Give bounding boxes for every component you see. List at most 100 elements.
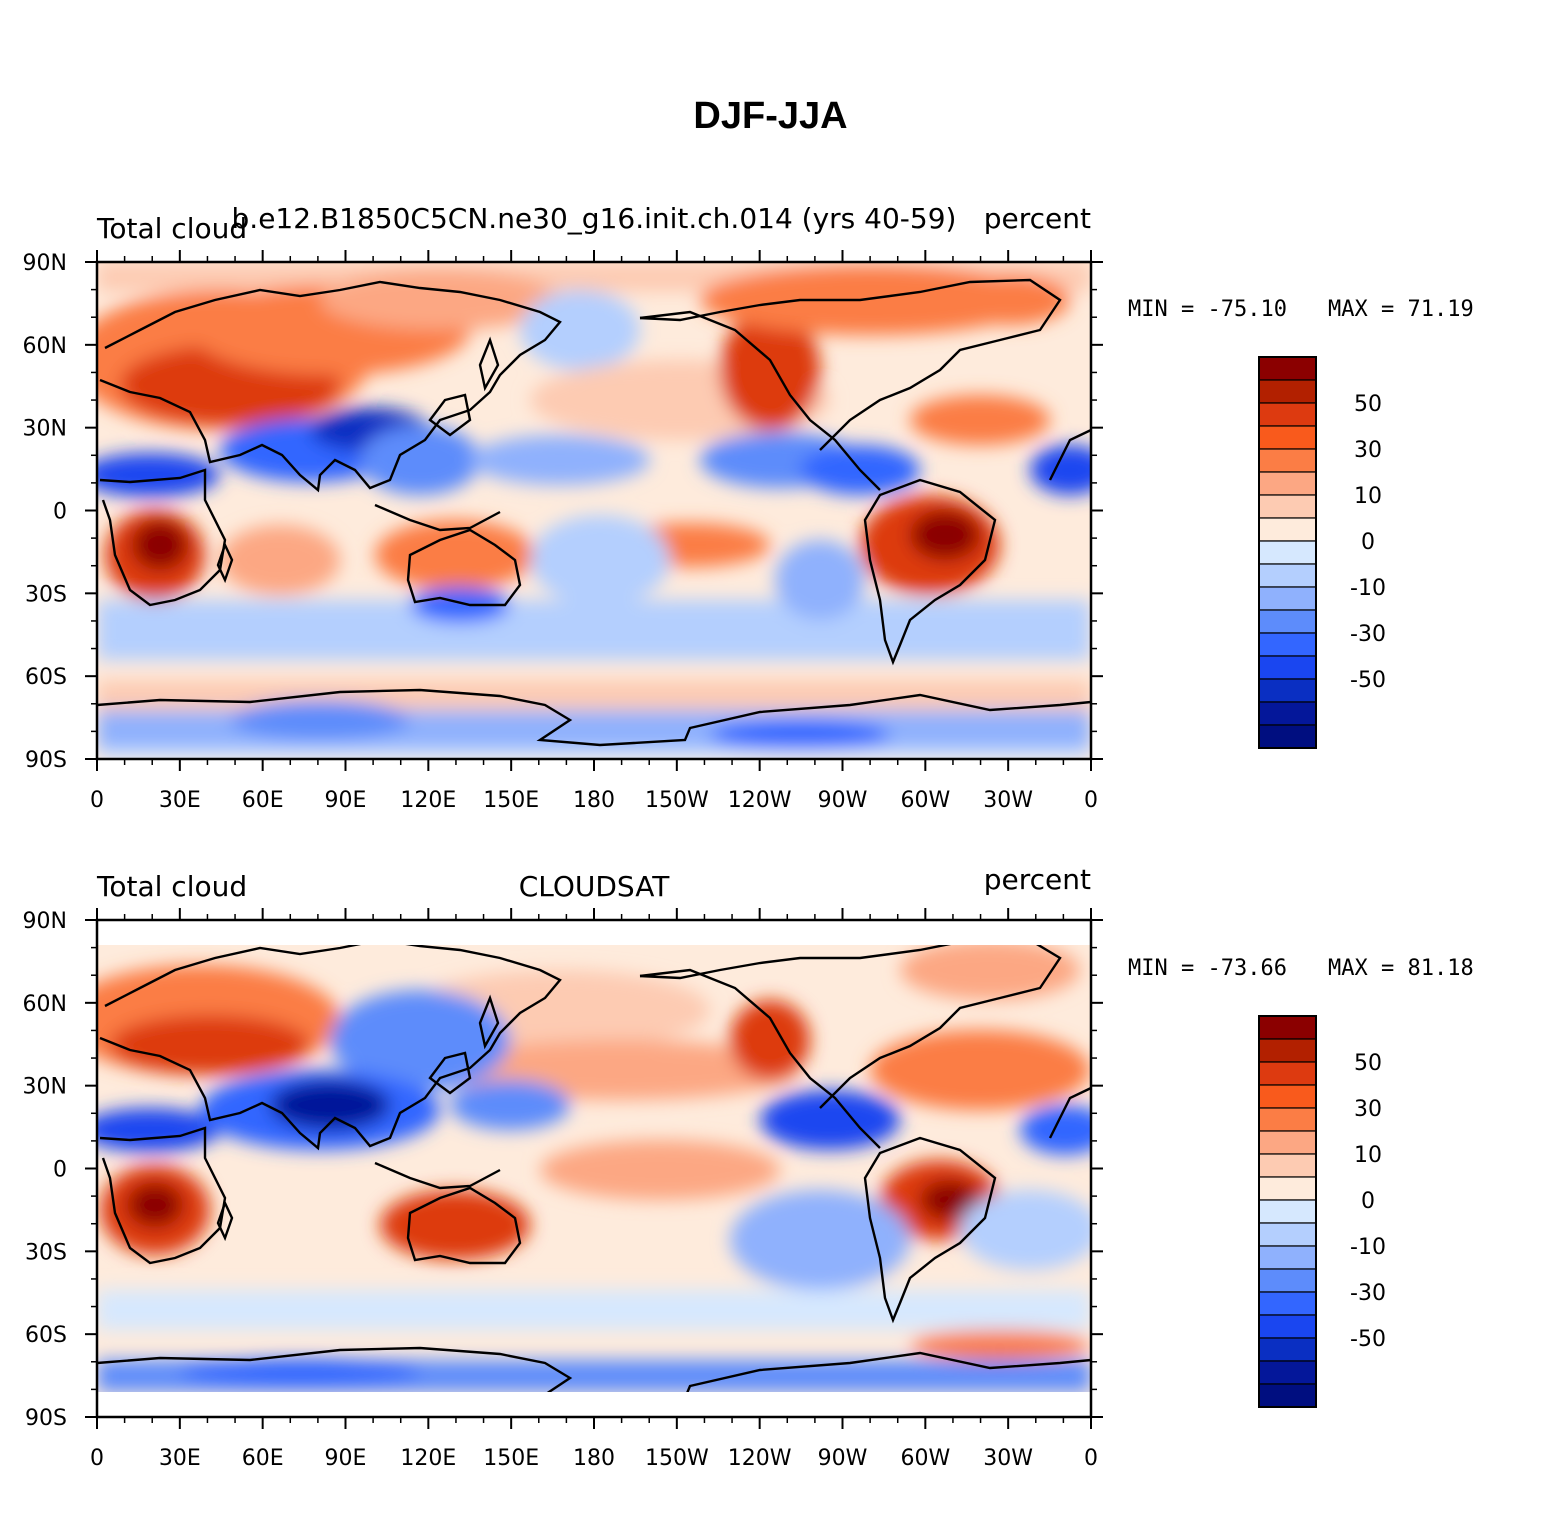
- y-tick-label: 60N: [23, 334, 67, 359]
- colorbar-swatch: [1258, 586, 1317, 611]
- x-tick-label: 120E: [400, 1446, 456, 1471]
- x-tick-label: 30E: [159, 788, 201, 813]
- map-panel-model: Total cloud b.e12.B1850C5CN.ne30_g16.ini…: [23, 202, 1474, 813]
- x-tick-label: 60E: [242, 1446, 284, 1471]
- colorbar-swatch: [1258, 1199, 1317, 1224]
- y-tick-label: 30S: [25, 582, 67, 607]
- colorbar-label: 50: [1354, 1051, 1382, 1076]
- x-tick-label: 150W: [645, 788, 709, 813]
- x-tick-label: 60W: [900, 788, 950, 813]
- x-tick-label: 0: [1084, 1446, 1098, 1471]
- colorbar-frame: [1258, 356, 1317, 749]
- colorbar-swatch: [1258, 402, 1317, 427]
- panel1-coastlines: [97, 278, 1091, 747]
- x-tick-label: 90E: [325, 1446, 367, 1471]
- y-tick-label: 90N: [23, 909, 67, 934]
- panel1-axes: 0 30E 60E 90E 120E 150E 180 150W 120W 90W 60W 30W 09…: [23, 250, 1103, 813]
- y-tick-label: 30S: [25, 1240, 67, 1265]
- x-tick-label: 150W: [645, 1446, 709, 1471]
- x-tick-label: 30W: [983, 1446, 1033, 1471]
- colorbar-swatch: [1258, 1291, 1317, 1316]
- y-tick-label: 60S: [25, 665, 67, 690]
- panel1-max-label: MAX = 71.19: [1328, 297, 1474, 322]
- colorbar-swatch: [1258, 1176, 1317, 1201]
- colorbar-swatch: [1258, 655, 1317, 680]
- panel2-right-label: percent: [984, 863, 1091, 896]
- colorbar-label: 0: [1361, 1189, 1375, 1214]
- panel1-min-label: MIN = -75.10: [1128, 297, 1287, 322]
- colorbar-swatch: [1258, 1245, 1317, 1270]
- colorbar-frame: [1258, 1015, 1317, 1408]
- x-tick-label: 60W: [900, 1446, 950, 1471]
- panel1-left-label: Total cloud: [96, 212, 247, 245]
- x-tick-label: 150E: [483, 788, 539, 813]
- colorbar-swatch: [1258, 494, 1317, 519]
- colorbar-swatch: [1258, 379, 1317, 404]
- colorbar-swatch: [1258, 563, 1317, 588]
- panel1-colorbar: 50 30 10 0 -10 -30 -50: [1258, 356, 1386, 749]
- colorbar-swatch: [1258, 1015, 1317, 1040]
- colorbar-swatch: [1258, 1038, 1317, 1063]
- colorbar-swatch: [1258, 1084, 1317, 1109]
- colorbar-label: 10: [1354, 484, 1382, 509]
- panel2-field: [97, 945, 1091, 1392]
- panel2-center-label: CLOUDSAT: [519, 870, 671, 903]
- x-tick-label: 150E: [483, 1446, 539, 1471]
- y-tick-label: 30N: [23, 1075, 67, 1100]
- colorbar-swatch: [1258, 540, 1317, 565]
- colorbar-swatch: [1258, 701, 1317, 726]
- colorbar-swatch: [1258, 1222, 1317, 1247]
- colorbar-label: 0: [1361, 530, 1375, 555]
- colorbar-label: 50: [1354, 392, 1382, 417]
- panel2-axes: 0 30E 60E 90E 120E 150E 180 150W 120W 90W 60W 30W 09…: [23, 908, 1103, 1471]
- figure-title: DJF-JJA: [693, 95, 848, 137]
- panel1-center-label: b.e12.B1850C5CN.ne30_g16.init.ch.014 (yr…: [232, 202, 957, 235]
- x-tick-label: 30E: [159, 1446, 201, 1471]
- colorbar-label: -50: [1350, 1327, 1386, 1352]
- y-tick-label: 0: [53, 1158, 67, 1183]
- colorbar-swatch: [1258, 678, 1317, 703]
- x-tick-label: 180: [573, 788, 615, 813]
- colorbar-swatch: [1258, 1360, 1317, 1385]
- panel2-min-label: MIN = -73.66: [1128, 956, 1287, 981]
- colorbar-swatch: [1258, 1130, 1317, 1155]
- colorbar-label: -10: [1350, 576, 1386, 601]
- colorbar-swatch: [1258, 1337, 1317, 1362]
- panel2-left-label: Total cloud: [96, 870, 247, 903]
- colorbar-swatch: [1258, 1107, 1317, 1132]
- colorbar-swatch: [1258, 471, 1317, 496]
- x-tick-label: 0: [90, 1446, 104, 1471]
- panel1-right-label: percent: [984, 202, 1091, 235]
- x-tick-label: 120W: [728, 1446, 792, 1471]
- colorbar-label: -10: [1350, 1235, 1386, 1260]
- colorbar-swatch: [1258, 425, 1317, 450]
- panel2-max-label: MAX = 81.18: [1328, 956, 1474, 981]
- colorbar-swatch: [1258, 1383, 1317, 1408]
- y-tick-label: 60N: [23, 992, 67, 1017]
- colorbar-swatch: [1258, 448, 1317, 473]
- colorbar-label: -30: [1350, 1281, 1386, 1306]
- colorbar-label: 30: [1354, 438, 1382, 463]
- panel2-colorbar: 50 30 10 0 -10 -30 -50: [1258, 1015, 1386, 1408]
- x-tick-label: 180: [573, 1446, 615, 1471]
- y-tick-label: 90N: [23, 251, 67, 276]
- y-tick-label: 90S: [25, 1406, 67, 1431]
- y-tick-label: 0: [53, 500, 67, 525]
- colorbar-swatch: [1258, 517, 1317, 542]
- colorbar-label: 30: [1354, 1097, 1382, 1122]
- colorbar-swatch: [1258, 724, 1317, 749]
- x-tick-label: 60E: [242, 788, 284, 813]
- colorbar-swatch: [1258, 632, 1317, 657]
- map-panel-cloudsat: Total cloud CLOUDSAT percent: [23, 863, 1474, 1471]
- colorbar-swatch: [1258, 1153, 1317, 1178]
- x-tick-label: 90W: [818, 1446, 868, 1471]
- x-tick-label: 120W: [728, 788, 792, 813]
- x-tick-label: 30W: [983, 788, 1033, 813]
- colorbar-swatch: [1258, 1061, 1317, 1086]
- colorbar-label: -30: [1350, 622, 1386, 647]
- y-tick-label: 60S: [25, 1323, 67, 1348]
- x-tick-label: 0: [90, 788, 104, 813]
- panel1-field: [97, 262, 1091, 759]
- colorbar-swatch: [1258, 1314, 1317, 1339]
